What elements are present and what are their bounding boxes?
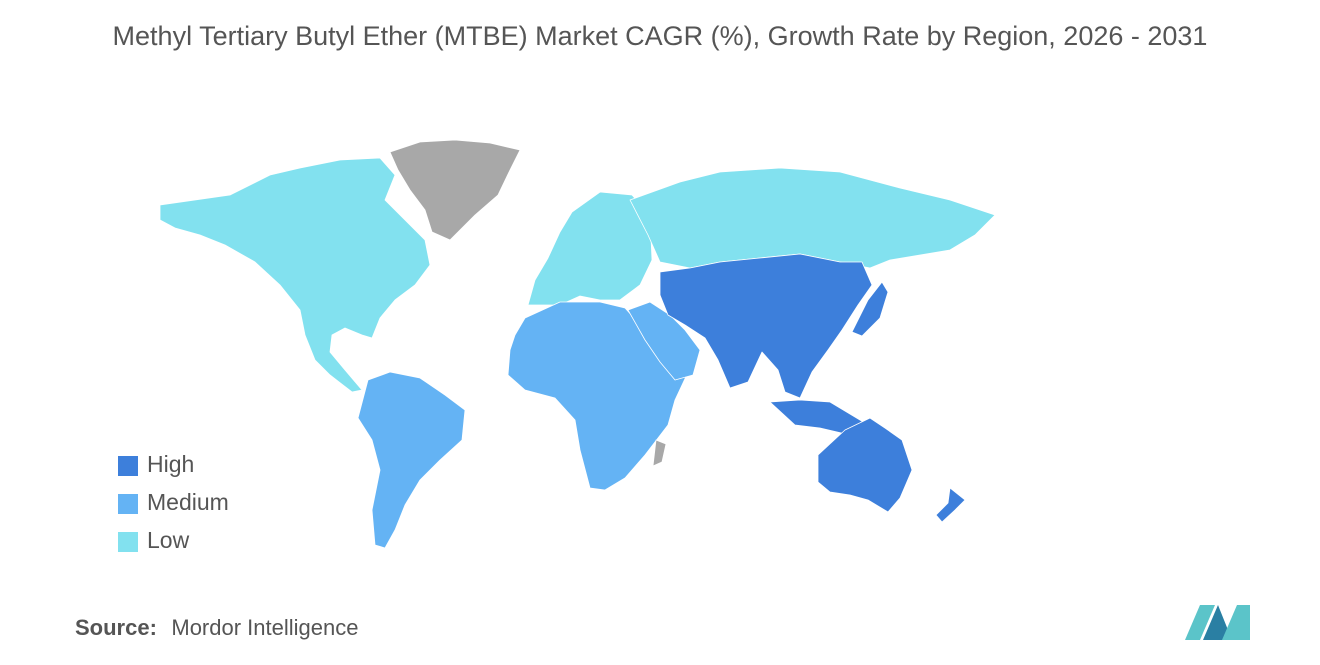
legend-label: Medium (147, 489, 229, 515)
south-america (357, 371, 466, 549)
europe (527, 191, 653, 306)
source: Source: Mordor Intelligence (75, 615, 358, 640)
north-america (159, 157, 431, 393)
source-key: Source: (75, 615, 157, 640)
new-zealand (935, 487, 966, 523)
middle-east (627, 301, 701, 381)
legend-label: High (147, 451, 194, 477)
legend-label: Low (147, 527, 190, 553)
australia (817, 417, 913, 513)
source-value: Mordor Intelligence (171, 615, 358, 640)
russia-central-asia (629, 167, 996, 269)
madagascar (652, 439, 667, 467)
logo (1185, 605, 1250, 640)
legend-swatch (118, 494, 138, 514)
asia (659, 253, 873, 399)
world-map (159, 139, 996, 549)
japan (851, 281, 889, 337)
legend-swatch (118, 456, 138, 476)
legend-swatch (118, 532, 138, 552)
legend: High Medium Low (118, 451, 229, 553)
africa (507, 301, 691, 491)
greenland (389, 139, 521, 241)
title: Methyl Tertiary Butyl Ether (MTBE) Marke… (113, 21, 1208, 51)
